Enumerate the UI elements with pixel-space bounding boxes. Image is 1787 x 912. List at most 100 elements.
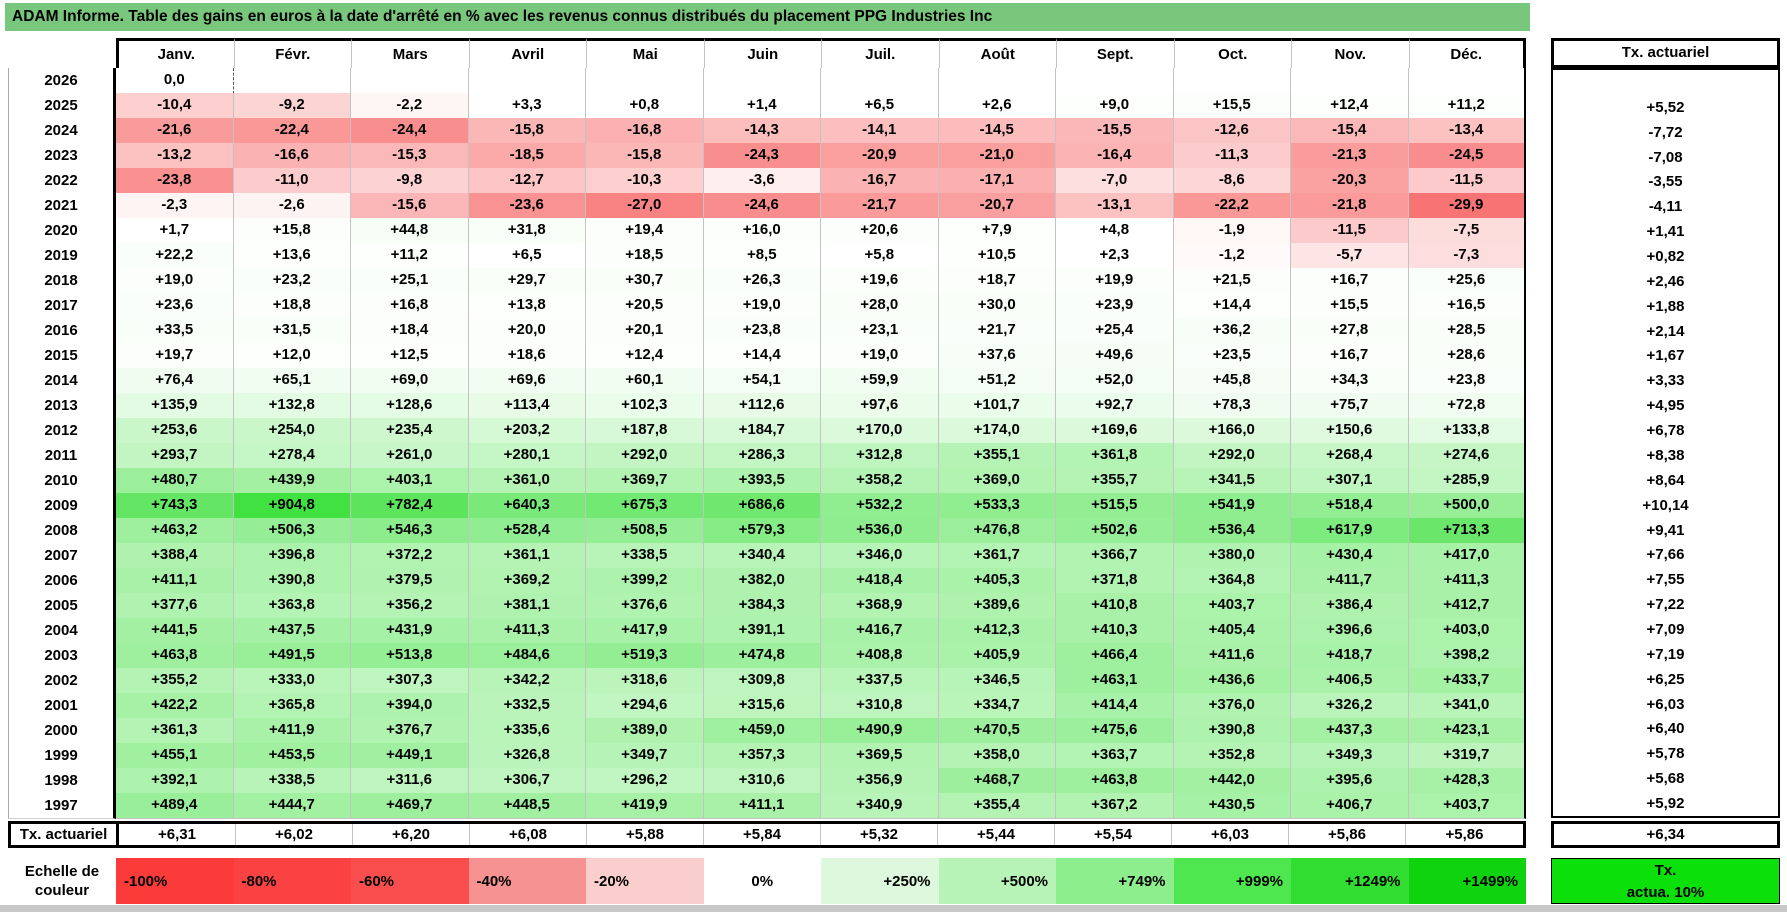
gain-cell: +16,8 (351, 293, 469, 319)
gain-cell: +49,6 (1056, 343, 1174, 369)
gain-cell: +25,6 (1408, 268, 1526, 294)
gain-cell: +15,5 (1291, 293, 1409, 319)
gain-cell: -14,5 (938, 118, 1056, 144)
gain-cell: +75,7 (1291, 393, 1409, 419)
gain-cell: +23,2 (233, 268, 351, 294)
gain-cell: +396,8 (233, 543, 351, 569)
gain-cell: +25,4 (1056, 318, 1174, 344)
gain-cell: +312,8 (821, 443, 939, 469)
gain-cell: +37,6 (938, 343, 1056, 369)
gain-cell: +334,7 (938, 693, 1056, 719)
gain-cell: -15,3 (351, 143, 469, 169)
gain-cell: +361,0 (468, 468, 586, 494)
gain-cell: -21,0 (938, 143, 1056, 169)
gain-cell: +19,4 (586, 218, 704, 244)
gain-cell: +307,1 (1291, 468, 1409, 494)
table-row: 2002 +355,2 +333,0 +307,3 +342,2 +318,6 +309,8… (8, 668, 1526, 694)
gain-cell: +355,7 (1056, 468, 1174, 494)
color-scale-legend: Echelle de couleur -100% -80% -60% -40% -20%… (8, 858, 1526, 904)
year-label: 2022 (8, 168, 116, 194)
gain-cell: +508,5 (586, 518, 704, 544)
gain-cell: +18,6 (468, 343, 586, 369)
gain-cell: +395,6 (1291, 768, 1409, 794)
gain-cell: -11,3 (1173, 143, 1291, 169)
year-label: 2020 (8, 218, 116, 244)
tx-actuariel-year-value: +7,19 (1646, 645, 1685, 663)
gain-cell: +293,7 (116, 443, 234, 469)
gain-cell: +536,0 (821, 518, 939, 544)
tx-actuariel-year-value: +2,46 (1646, 272, 1685, 290)
gain-cell: +418,4 (821, 568, 939, 594)
gain-cell: +59,9 (821, 368, 939, 394)
gain-cell: +480,7 (116, 468, 234, 494)
tx-actua-10-line2: actua. 10% (1626, 884, 1705, 901)
gain-cell (703, 68, 821, 94)
table-row: 2024 -21,6 -22,4 -24,4 -15,8 -16,8 -14,3 -14,1-… (8, 118, 1526, 144)
tx-actua-10-line1: Tx. (1654, 862, 1677, 879)
year-label: 2018 (8, 268, 116, 294)
gain-cell: +463,2 (116, 518, 234, 544)
gain-cell: -15,6 (351, 193, 469, 219)
report-title: ADAM Informe. Table des gains en euros à… (12, 8, 993, 25)
tx-actuariel-total: +6,34 (1551, 821, 1780, 848)
gain-cell: +6,5 (468, 243, 586, 269)
gain-cell: +342,2 (468, 668, 586, 694)
year-label: 2010 (8, 468, 116, 494)
year-label: 2009 (8, 493, 116, 519)
table-row: 2005 +377,6 +363,8 +356,2 +381,1 +376,6 +384,3… (8, 593, 1526, 619)
gain-cell: +515,5 (1056, 493, 1174, 519)
gain-cell: +412,3 (938, 618, 1056, 644)
gain-cell: +14,4 (703, 343, 821, 369)
tx-actuariel-year-value: +5,78 (1646, 745, 1685, 763)
year-label: 1997 (8, 793, 116, 819)
gain-cell: +617,9 (1291, 518, 1409, 544)
gain-cell: +411,1 (116, 568, 234, 594)
gain-cell (938, 68, 1056, 94)
gain-cell: +36,2 (1173, 318, 1291, 344)
gain-cell: +411,9 (233, 718, 351, 744)
gain-cell: +381,1 (468, 593, 586, 619)
gain-cell: +18,4 (351, 318, 469, 344)
gain-cell: -13,1 (1056, 193, 1174, 219)
gain-cell: +430,4 (1291, 543, 1409, 569)
gain-cell: -16,4 (1056, 143, 1174, 169)
gain-cell: +459,0 (703, 718, 821, 744)
gain-cell: +346,5 (938, 668, 1056, 694)
gain-cell: +436,6 (1173, 668, 1291, 694)
year-label: 2026 (8, 68, 116, 94)
gain-cell: +78,3 (1173, 393, 1291, 419)
gain-cell: +133,8 (1408, 418, 1526, 444)
gain-cell: +441,5 (116, 618, 234, 644)
gain-cell: +904,8 (233, 493, 351, 519)
gain-cell (468, 68, 586, 94)
gain-cell: +363,7 (1056, 743, 1174, 769)
gain-cell: +296,2 (586, 768, 704, 794)
tx-actuariel-month-value: +5,86 (1289, 824, 1406, 845)
gain-cell: +25,1 (351, 268, 469, 294)
tx-actuariel-year-value: +4,95 (1646, 397, 1685, 415)
gain-cell: +448,5 (468, 793, 586, 819)
gain-cell: -16,6 (233, 143, 351, 169)
gain-cell: +453,5 (233, 743, 351, 769)
gain-cell: +532,2 (821, 493, 939, 519)
gain-cell: +306,7 (468, 768, 586, 794)
year-label: 2015 (8, 343, 116, 369)
gain-cell: +368,9 (821, 593, 939, 619)
year-label: 2012 (8, 418, 116, 444)
gain-cell: +33,5 (116, 318, 234, 344)
table-row: 2012 +253,6 +254,0 +235,4 +203,2 +187,8 +184,7… (8, 418, 1526, 444)
gain-cell: +484,6 (468, 643, 586, 669)
gain-cell: +0,8 (586, 93, 704, 119)
gain-cell: +365,8 (233, 693, 351, 719)
gain-cell: -10,4 (116, 93, 234, 119)
month-header: Sept. (1056, 38, 1174, 71)
gain-cell: +268,4 (1291, 443, 1409, 469)
gain-cell: +358,2 (821, 468, 939, 494)
gain-cell: -27,0 (586, 193, 704, 219)
gain-cell: +349,3 (1291, 743, 1409, 769)
gain-cell: +355,4 (938, 793, 1056, 819)
gain-cell: +369,0 (938, 468, 1056, 494)
gain-cell: +500,0 (1408, 493, 1526, 519)
gain-cell: +335,6 (468, 718, 586, 744)
gain-cell: +356,2 (351, 593, 469, 619)
